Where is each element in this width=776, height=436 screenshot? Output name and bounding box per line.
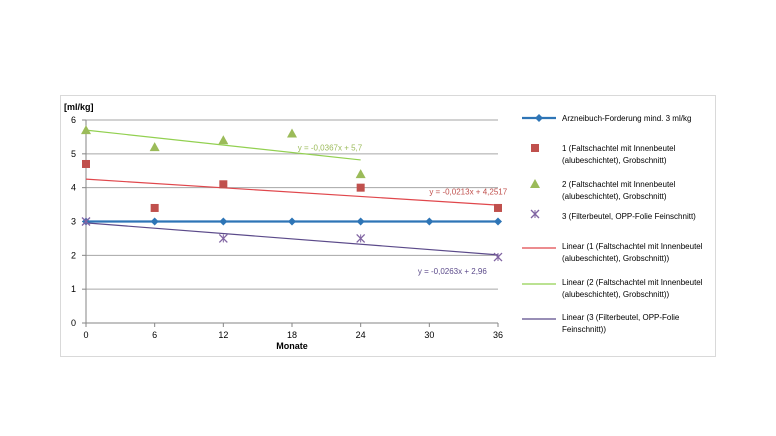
legend-label: Arzneibuch-Forderung mind. 3 ml/kg (562, 114, 691, 123)
data-point (356, 183, 365, 192)
trend-equation: y = -0,0367x + 5,7 (298, 143, 363, 152)
legend-label: Linear (3 (Filterbeutel, OPP-Folie (562, 313, 680, 322)
legend-marker-swatch (530, 209, 540, 219)
trend-line (85, 222, 499, 256)
y-tick-label: 6 (71, 115, 76, 125)
x-tick-label: 0 (83, 330, 88, 340)
requirement-point (356, 217, 365, 226)
data-point (356, 233, 366, 243)
x-tick-label: 24 (356, 330, 366, 340)
y-tick-label: 1 (71, 284, 76, 294)
x-tick-label: 12 (218, 330, 228, 340)
legend-marker-swatch (531, 144, 539, 152)
equation-labels: y = -0,0367x + 5,7 y = -0,0213x + 4,2517 y… (298, 143, 508, 275)
legend-label: (alubeschichtet), Grobschnitt)) (562, 254, 669, 263)
data-point (494, 203, 502, 212)
data-point (81, 217, 91, 226)
legend-item: Linear (2 (Faltschachtel mit Innenbeutel… (522, 278, 703, 299)
legend-label: 3 (Filterbeutel, OPP-Folie Feinschnitt) (562, 212, 696, 221)
legend-label: Feinschnitt)) (562, 325, 606, 334)
x-tick-label: 18 (287, 330, 297, 340)
y-axis-title: [ml/kg] (64, 102, 94, 112)
data-point (355, 169, 366, 179)
y-tick-label: 5 (71, 149, 76, 159)
legend-item: 3 (Filterbeutel, OPP-Folie Feinschnitt) (530, 209, 696, 221)
data-point (219, 180, 228, 189)
x-tick-label: 36 (493, 330, 503, 340)
requirement-point (425, 217, 434, 226)
trend-lines (85, 129, 499, 256)
y-tick-label: 2 (71, 250, 76, 260)
requirement-point (219, 217, 228, 226)
requirement-point (288, 217, 296, 226)
data-point (149, 142, 160, 152)
trend-equation: y = -0,0213x + 4,2517 (429, 187, 507, 196)
legend-item: Arzneibuch-Forderung mind. 3 ml/kg (522, 114, 691, 123)
legend-label: Linear (1 (Faltschachtel mit Innenbeutel (562, 242, 703, 251)
y-tick-label: 0 (71, 318, 76, 328)
legend-item: Linear (1 (Faltschachtel mit Innenbeutel… (522, 242, 703, 263)
data-point (150, 203, 159, 212)
legend-diamond-swatch (535, 114, 543, 122)
legend-label: 1 (Faltschachtel mit Innenbeutel (562, 144, 676, 153)
legend-item: 2 (Faltschachtel mit Innenbeutel (alubesc… (530, 179, 676, 201)
grid-lines (86, 119, 498, 290)
legend-marker-swatch (530, 179, 540, 188)
legend-label: (alubeschichtet), Grobschnitt)) (562, 290, 669, 299)
data-point (218, 135, 229, 145)
legend-label: Linear (2 (Faltschachtel mit Innenbeutel (562, 278, 703, 287)
x-axis-title: Monate (276, 341, 308, 351)
trend-line (85, 178, 499, 206)
legend-label: (alubeschichtet), Grobschnitt) (562, 156, 667, 165)
legend-label: 2 (Faltschachtel mit Innenbeutel (562, 180, 676, 189)
x-tick-label: 30 (424, 330, 434, 340)
x-tick-label: 6 (152, 330, 157, 340)
legend-item: Linear (3 (Filterbeutel, OPP-Folie Feinsc… (522, 313, 680, 334)
data-point (493, 252, 503, 262)
y-tick-label: 4 (71, 183, 76, 193)
requirement-point (150, 217, 159, 226)
data-point (218, 233, 228, 243)
legend-item: 1 (Faltschachtel mit Innenbeutel (alubesc… (531, 144, 676, 165)
requirement-point (494, 217, 502, 226)
data-point (81, 125, 91, 135)
trend-line (85, 129, 361, 161)
data-point (82, 159, 90, 168)
trend-equation: y = -0,0263x + 2,96 (418, 267, 487, 276)
data-point (287, 128, 297, 138)
data-marks (81, 125, 503, 262)
legend: Arzneibuch-Forderung mind. 3 ml/kg 1 (Fal… (522, 114, 703, 334)
y-tick-label: 3 (71, 217, 76, 227)
legend-label: (alubeschichtet), Grobschnitt) (562, 192, 667, 201)
